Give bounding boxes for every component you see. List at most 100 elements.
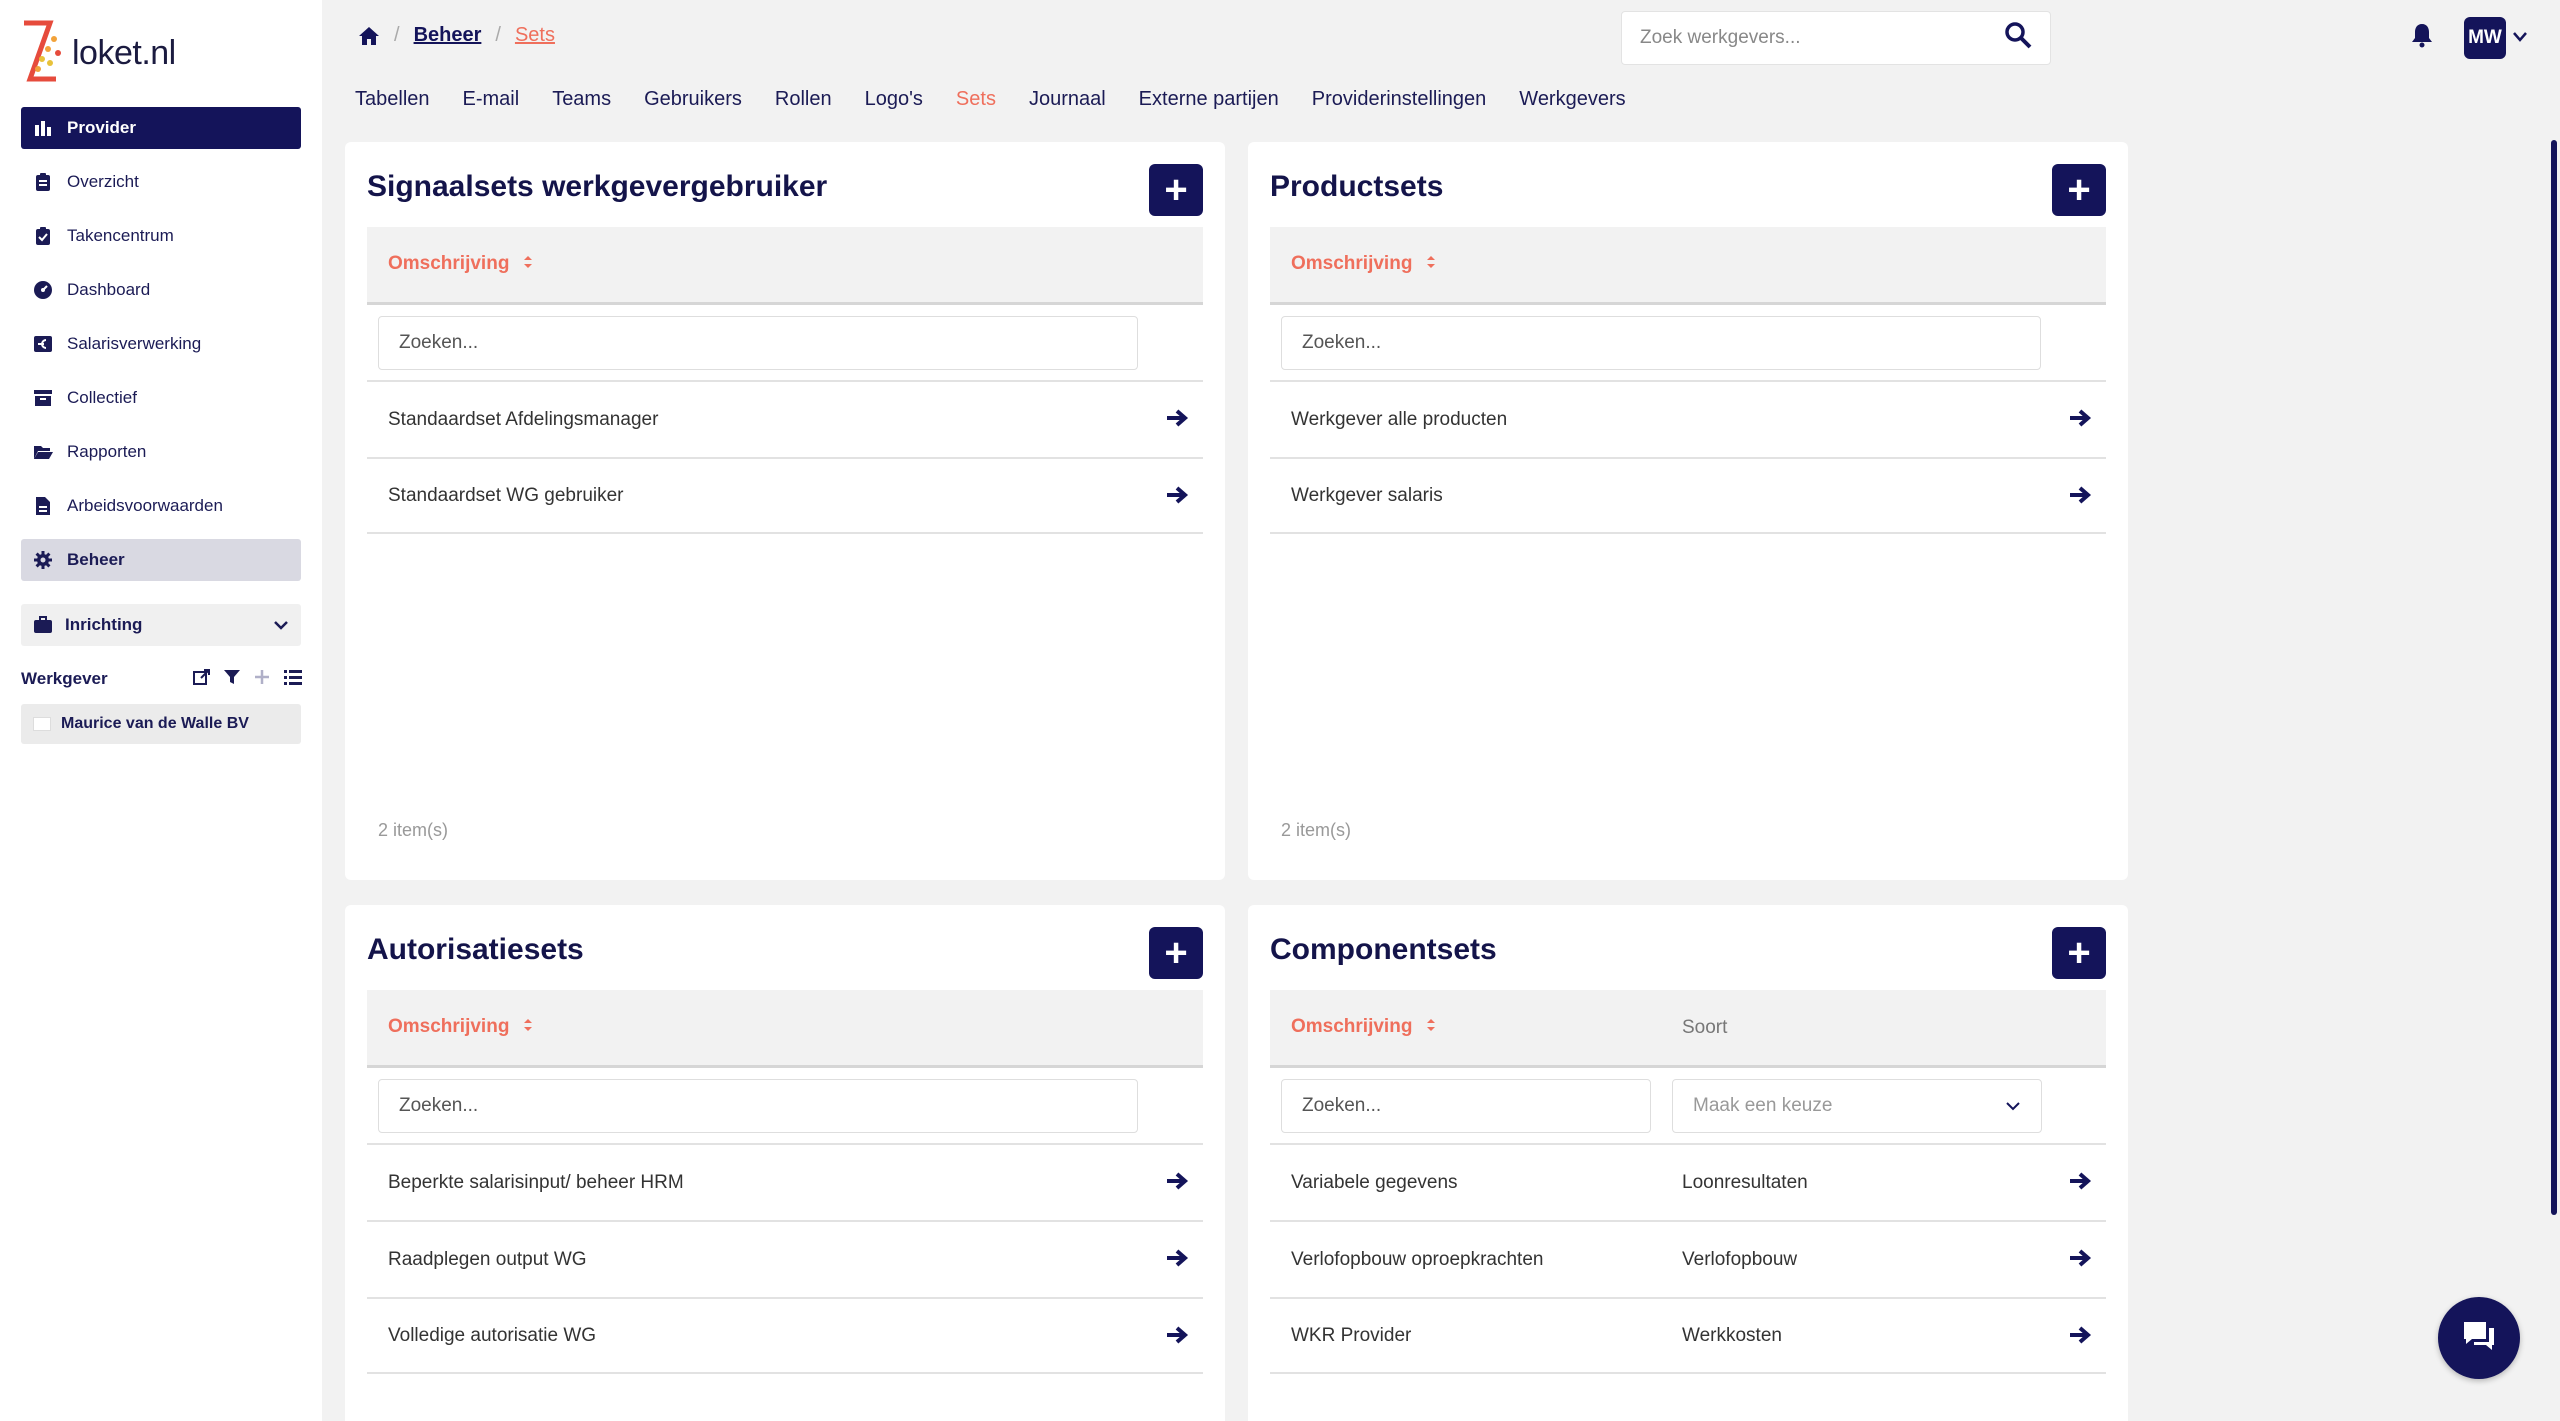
arrow-right-icon[interactable] <box>1165 1248 1189 1274</box>
breadcrumb-separator: / <box>495 24 501 46</box>
add-button[interactable]: + <box>2052 927 2106 979</box>
provider-button[interactable]: Provider <box>21 107 301 149</box>
table-row[interactable]: Variabele gegevens Loonresultaten <box>1270 1143 2106 1220</box>
search-input[interactable]: Zoeken... <box>1281 1079 1651 1133</box>
arrow-right-icon[interactable] <box>2068 485 2092 511</box>
table-row[interactable]: Raadplegen output WG <box>367 1220 1203 1297</box>
table-row[interactable]: Verlofopbouw oproepkrachten Verlofopbouw <box>1270 1220 2106 1297</box>
search-icon[interactable] <box>2004 21 2032 55</box>
sidebar-item-label: Rapporten <box>67 442 147 461</box>
sort-omschrijving-header[interactable]: Omschrijving <box>1291 1016 1436 1038</box>
sidebar-item-label: Overzicht <box>67 172 139 191</box>
sort-omschrijving-header[interactable]: Omschrijving <box>388 253 533 275</box>
plus-icon: + <box>2067 930 2091 975</box>
tab-teams[interactable]: Teams <box>552 88 612 110</box>
logo[interactable]: loket.nl <box>20 18 176 88</box>
table-row[interactable]: Werkgever alle producten <box>1270 380 2106 457</box>
werkgever-item-label: Maurice van de Walle BV <box>61 715 249 732</box>
table-header: Omschrijving <box>1270 227 2106 305</box>
arrow-right-icon[interactable] <box>1165 1325 1189 1351</box>
breadcrumb-sets[interactable]: Sets <box>514 24 555 46</box>
sidebar-item-overzicht[interactable]: Overzicht <box>21 161 301 203</box>
table-row[interactable]: Volledige autorisatie WG <box>367 1297 1203 1374</box>
werkgever-item[interactable]: Maurice van de Walle BV <box>21 704 301 744</box>
add-button[interactable]: + <box>2052 164 2106 216</box>
filter-icon[interactable] <box>223 668 241 691</box>
row-label: Volledige autorisatie WG <box>388 1324 597 1346</box>
chevron-down-icon <box>273 615 289 635</box>
werkgever-header: Werkgever <box>21 664 303 694</box>
arrow-right-icon[interactable] <box>2068 1248 2092 1274</box>
table-row[interactable]: Standaardset Afdelingsmanager <box>367 380 1203 457</box>
table-row[interactable]: Beperkte salarisinput/ beheer HRM <box>367 1143 1203 1220</box>
arrow-right-icon[interactable] <box>1165 408 1189 434</box>
row-label: Standaardset Afdelingsmanager <box>388 408 659 430</box>
plus-icon: + <box>1164 167 1188 212</box>
tab-logos[interactable]: Logo's <box>864 88 923 110</box>
chevron-down-icon[interactable] <box>2512 30 2528 48</box>
sidebar-item-label: Collectief <box>67 388 137 407</box>
row-label: Variabele gegevens <box>1291 1171 1458 1193</box>
tab-tabellen[interactable]: Tabellen <box>355 88 430 110</box>
sidebar-item-label: Dashboard <box>67 280 151 299</box>
table-header: Omschrijving <box>367 990 1203 1068</box>
breadcrumb-beheer[interactable]: Beheer <box>413 24 482 46</box>
chat-button[interactable] <box>2438 1297 2520 1379</box>
home-icon[interactable] <box>358 26 380 46</box>
arrow-right-icon[interactable] <box>1165 485 1189 511</box>
clipboard-check-icon <box>33 226 53 246</box>
componentsets-card: Componentsets + Omschrijving Soort Zoeke… <box>1248 905 2128 1421</box>
sidebar-item-rapporten[interactable]: Rapporten <box>21 431 301 473</box>
soort-header: Soort <box>1682 1016 1728 1038</box>
search-input[interactable]: Zoeken... <box>1281 316 2041 370</box>
table-row[interactable]: Standaardset WG gebruiker <box>367 457 1203 534</box>
soort-select[interactable]: Maak een keuze <box>1672 1079 2042 1133</box>
sort-omschrijving-header[interactable]: Omschrijving <box>1291 253 1436 275</box>
plus-icon: + <box>2067 167 2091 212</box>
row-label: Standaardset WG gebruiker <box>388 484 624 506</box>
arrow-right-icon[interactable] <box>1165 1171 1189 1197</box>
sidebar-item-dashboard[interactable]: Dashboard <box>21 269 301 311</box>
sidebar-item-takencentrum[interactable]: Takencentrum <box>21 215 301 257</box>
tab-e-mail[interactable]: E-mail <box>462 88 520 110</box>
list-icon[interactable] <box>283 668 303 691</box>
avatar[interactable]: MW <box>2464 17 2506 59</box>
sidebar-item-arbeidsvoorwaarden[interactable]: Arbeidsvoorwaarden <box>21 485 301 527</box>
row-label: Werkgever salaris <box>1291 484 1443 506</box>
tab-rollen[interactable]: Rollen <box>774 88 832 110</box>
tab-externe-partijen[interactable]: Externe partijen <box>1138 88 1279 110</box>
sidebar: loket.nl Provider Overzicht Takencentrum… <box>0 0 322 1421</box>
table-row[interactable]: WKR Provider Werkkosten <box>1270 1297 2106 1374</box>
external-link-icon[interactable] <box>193 668 211 691</box>
row-soort: Verlofopbouw <box>1682 1248 1798 1270</box>
arrow-right-icon[interactable] <box>2068 1325 2092 1351</box>
sort-omschrijving-header[interactable]: Omschrijving <box>388 1016 533 1038</box>
search-input[interactable]: Zoeken... <box>378 1079 1138 1133</box>
row-label: Verlofopbouw oproepkrachten <box>1291 1248 1544 1270</box>
table-header: Omschrijving Soort <box>1270 990 2106 1068</box>
add-button[interactable]: + <box>1149 927 1203 979</box>
table-row[interactable]: Werkgever salaris <box>1270 457 2106 534</box>
add-button[interactable]: + <box>1149 164 1203 216</box>
tab-journaal[interactable]: Journaal <box>1028 88 1106 110</box>
logo-text: loket.nl <box>72 33 176 72</box>
arrow-right-icon[interactable] <box>2068 1171 2092 1197</box>
scrollbar[interactable] <box>2551 140 2557 1215</box>
inrichting-dropdown[interactable]: Inrichting <box>21 604 301 646</box>
plus-icon[interactable] <box>253 668 271 691</box>
search-input[interactable]: Zoeken... <box>378 316 1138 370</box>
tab-sets[interactable]: Sets <box>955 88 996 110</box>
row-label: Beperkte salarisinput/ beheer HRM <box>388 1171 684 1193</box>
sidebar-item-beheer[interactable]: Beheer <box>21 539 301 581</box>
tab-gebruikers[interactable]: Gebruikers <box>644 88 742 110</box>
sidebar-item-label: Beheer <box>67 550 125 569</box>
arrow-right-icon[interactable] <box>2068 408 2092 434</box>
tab-providerinstellingen[interactable]: Providerinstellingen <box>1311 88 1487 110</box>
chevron-down-icon <box>2005 1095 2021 1117</box>
search-werkgevers-input[interactable]: Zoek werkgevers... <box>1621 11 2051 65</box>
sidebar-item-salarisverwerking[interactable]: Salarisverwerking <box>21 323 301 365</box>
werkgever-logo <box>33 717 51 731</box>
tab-werkgevers[interactable]: Werkgevers <box>1519 88 1626 110</box>
bell-icon[interactable] <box>2410 22 2434 53</box>
sidebar-item-collectief[interactable]: Collectief <box>21 377 301 419</box>
